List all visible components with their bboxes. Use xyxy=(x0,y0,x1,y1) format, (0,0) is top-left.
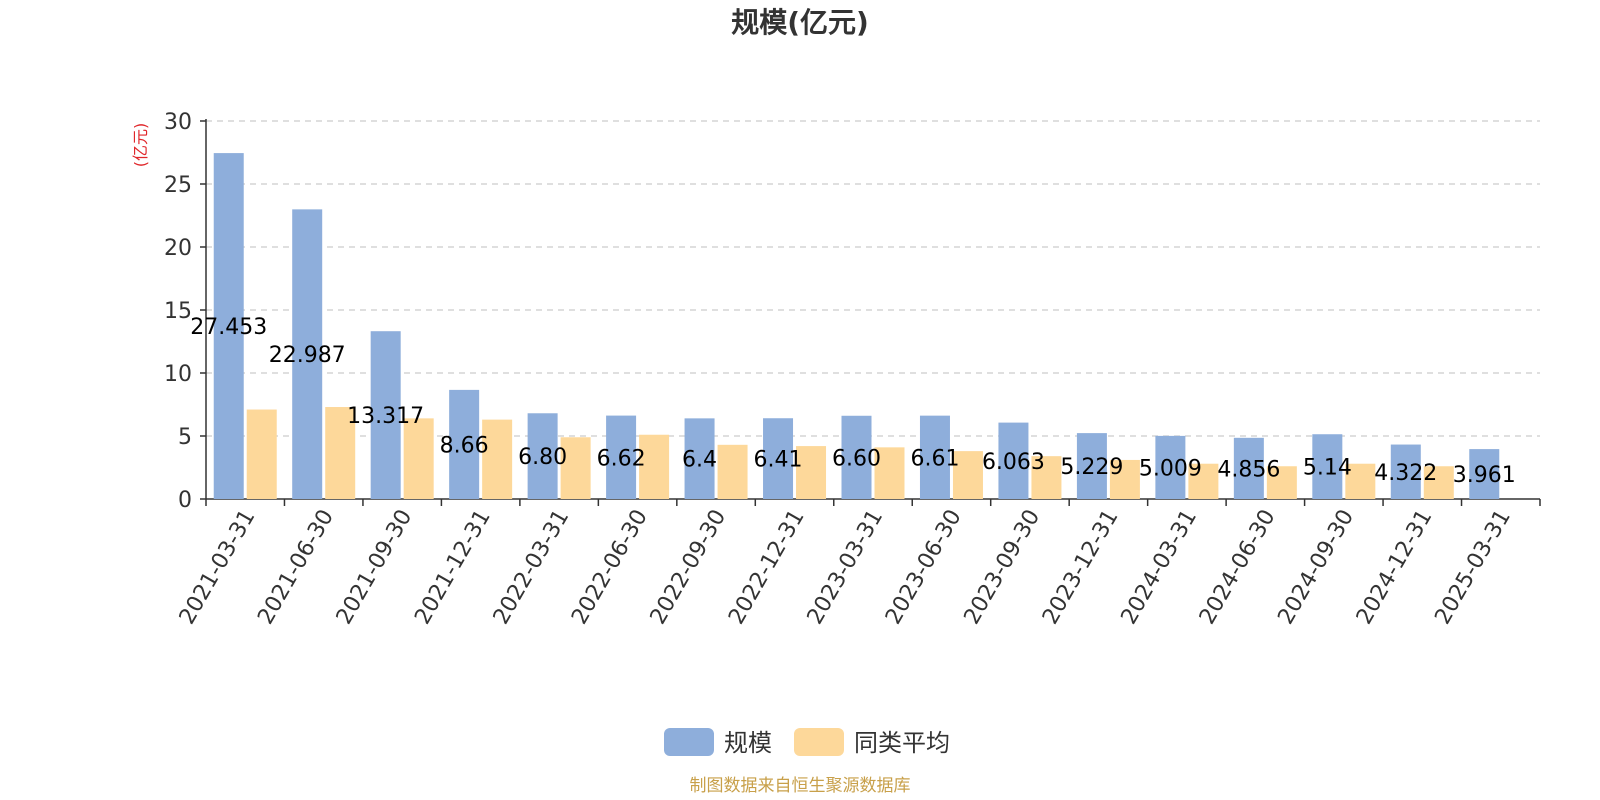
data-source-note: 制图数据来自恒生聚源数据库 xyxy=(690,776,911,796)
y-tick-label: 15 xyxy=(164,299,192,324)
bar-value-label: 6.80 xyxy=(518,445,567,470)
bar-scale xyxy=(1390,444,1421,499)
y-tick-label: 0 xyxy=(178,488,192,513)
bar-scale xyxy=(213,153,244,499)
bar-scale xyxy=(998,422,1029,499)
legend-item-scale[interactable]: 规模 xyxy=(664,728,772,757)
bar-value-label: 8.66 xyxy=(440,433,489,458)
bar-scale xyxy=(1469,449,1500,499)
bar-value-label: 5.14 xyxy=(1303,456,1352,481)
bar-value-label: 4.856 xyxy=(1217,457,1280,482)
bar-scale xyxy=(449,389,480,499)
bar-scale xyxy=(841,415,872,499)
bar-scale xyxy=(1155,435,1186,499)
y-tick-label: 30 xyxy=(164,110,192,135)
y-axis-unit-label: (亿元) xyxy=(131,123,150,168)
bar-peer-average xyxy=(325,407,356,499)
bar-peer-average xyxy=(1031,456,1062,499)
x-tick-label: 2023-06-30 xyxy=(881,506,967,629)
chart-title: 规模(亿元) xyxy=(731,6,869,39)
bar-peer-average xyxy=(952,451,983,499)
bar-value-label: 6.41 xyxy=(754,448,803,473)
bar-peer-average xyxy=(482,419,513,499)
bar-value-label: 22.987 xyxy=(269,343,346,368)
bar-scale xyxy=(370,331,401,499)
x-tick-label: 2024-09-30 xyxy=(1273,506,1359,629)
bar-peer-average xyxy=(1266,466,1297,499)
y-tick-label: 25 xyxy=(164,173,192,198)
bar-peer-average xyxy=(403,418,434,499)
bar-peer-average xyxy=(1188,463,1219,499)
bar-scale xyxy=(763,418,794,499)
bar-value-label: 6.60 xyxy=(832,446,881,471)
bar-scale xyxy=(1233,437,1264,499)
bar-scale xyxy=(1076,433,1107,499)
x-tick-label: 2021-12-31 xyxy=(410,506,496,629)
legend-label: 规模 xyxy=(724,729,772,757)
grid-lines xyxy=(206,120,1540,437)
bar-value-label: 6.61 xyxy=(910,446,959,471)
bar-scale xyxy=(919,415,950,499)
bar-value-label: 5.229 xyxy=(1060,455,1123,480)
bar-value-label: 5.009 xyxy=(1139,456,1202,481)
x-tick-label: 2022-12-31 xyxy=(724,506,810,629)
legend-swatch xyxy=(664,728,714,756)
axes: 0 5 10 15 20 25 30 2021-03-312021-06-302021-09-… xyxy=(164,110,1541,629)
x-tick-label: 2024-06-30 xyxy=(1195,506,1281,629)
x-tick-label: 2025-03-31 xyxy=(1430,506,1516,629)
legend-swatch xyxy=(794,728,844,756)
bar-peer-average xyxy=(1345,463,1376,499)
x-tick-label: 2022-06-30 xyxy=(567,506,653,629)
bar-value-label: 27.453 xyxy=(190,315,267,340)
x-tick-label: 2021-09-30 xyxy=(332,506,418,629)
x-tick-label: 2023-03-31 xyxy=(803,506,889,629)
bar-peer-average xyxy=(246,409,277,499)
bar-scale xyxy=(1312,434,1343,499)
bar-value-label: 3.961 xyxy=(1453,463,1516,488)
bar-scale xyxy=(606,415,637,499)
bar-value-label: 4.322 xyxy=(1374,461,1437,486)
bar-scale xyxy=(684,418,715,499)
bar-peer-average xyxy=(560,437,591,499)
x-tick-label: 2024-12-31 xyxy=(1352,506,1438,629)
bar-value-label: 6.063 xyxy=(982,450,1045,475)
x-tick-label: 2021-06-30 xyxy=(253,506,339,629)
x-tick-label: 2022-03-31 xyxy=(489,506,575,629)
x-tick-label: 2023-09-30 xyxy=(960,506,1046,629)
x-tick-label: 2023-12-31 xyxy=(1038,506,1124,629)
y-tick-label: 5 xyxy=(178,425,192,450)
bar-value-label: 6.4 xyxy=(682,448,717,473)
bar-value-label: 13.317 xyxy=(347,404,424,429)
legend-label: 同类平均 xyxy=(854,729,950,757)
y-tick-label: 10 xyxy=(164,362,192,387)
legend-item-peer-average[interactable]: 同类平均 xyxy=(794,728,950,757)
bar-peer-average xyxy=(874,447,905,499)
bar-scale xyxy=(527,413,558,499)
y-tick-label: 20 xyxy=(164,236,192,261)
bar-peer-average xyxy=(639,434,670,499)
bar-value-label: 6.62 xyxy=(597,446,646,471)
x-tick-label: 2022-09-30 xyxy=(646,506,732,629)
bar-peer-average xyxy=(1423,466,1454,499)
x-tick-label: 2021-03-31 xyxy=(175,506,261,629)
legend[interactable]: 规模 同类平均 xyxy=(664,728,950,757)
bar-peer-average xyxy=(717,444,748,499)
bar-scale xyxy=(292,209,323,499)
bar-peer-average xyxy=(1109,459,1140,499)
bars xyxy=(213,153,1500,499)
x-tick-label: 2024-03-31 xyxy=(1116,506,1202,629)
bar-peer-average xyxy=(796,446,827,499)
